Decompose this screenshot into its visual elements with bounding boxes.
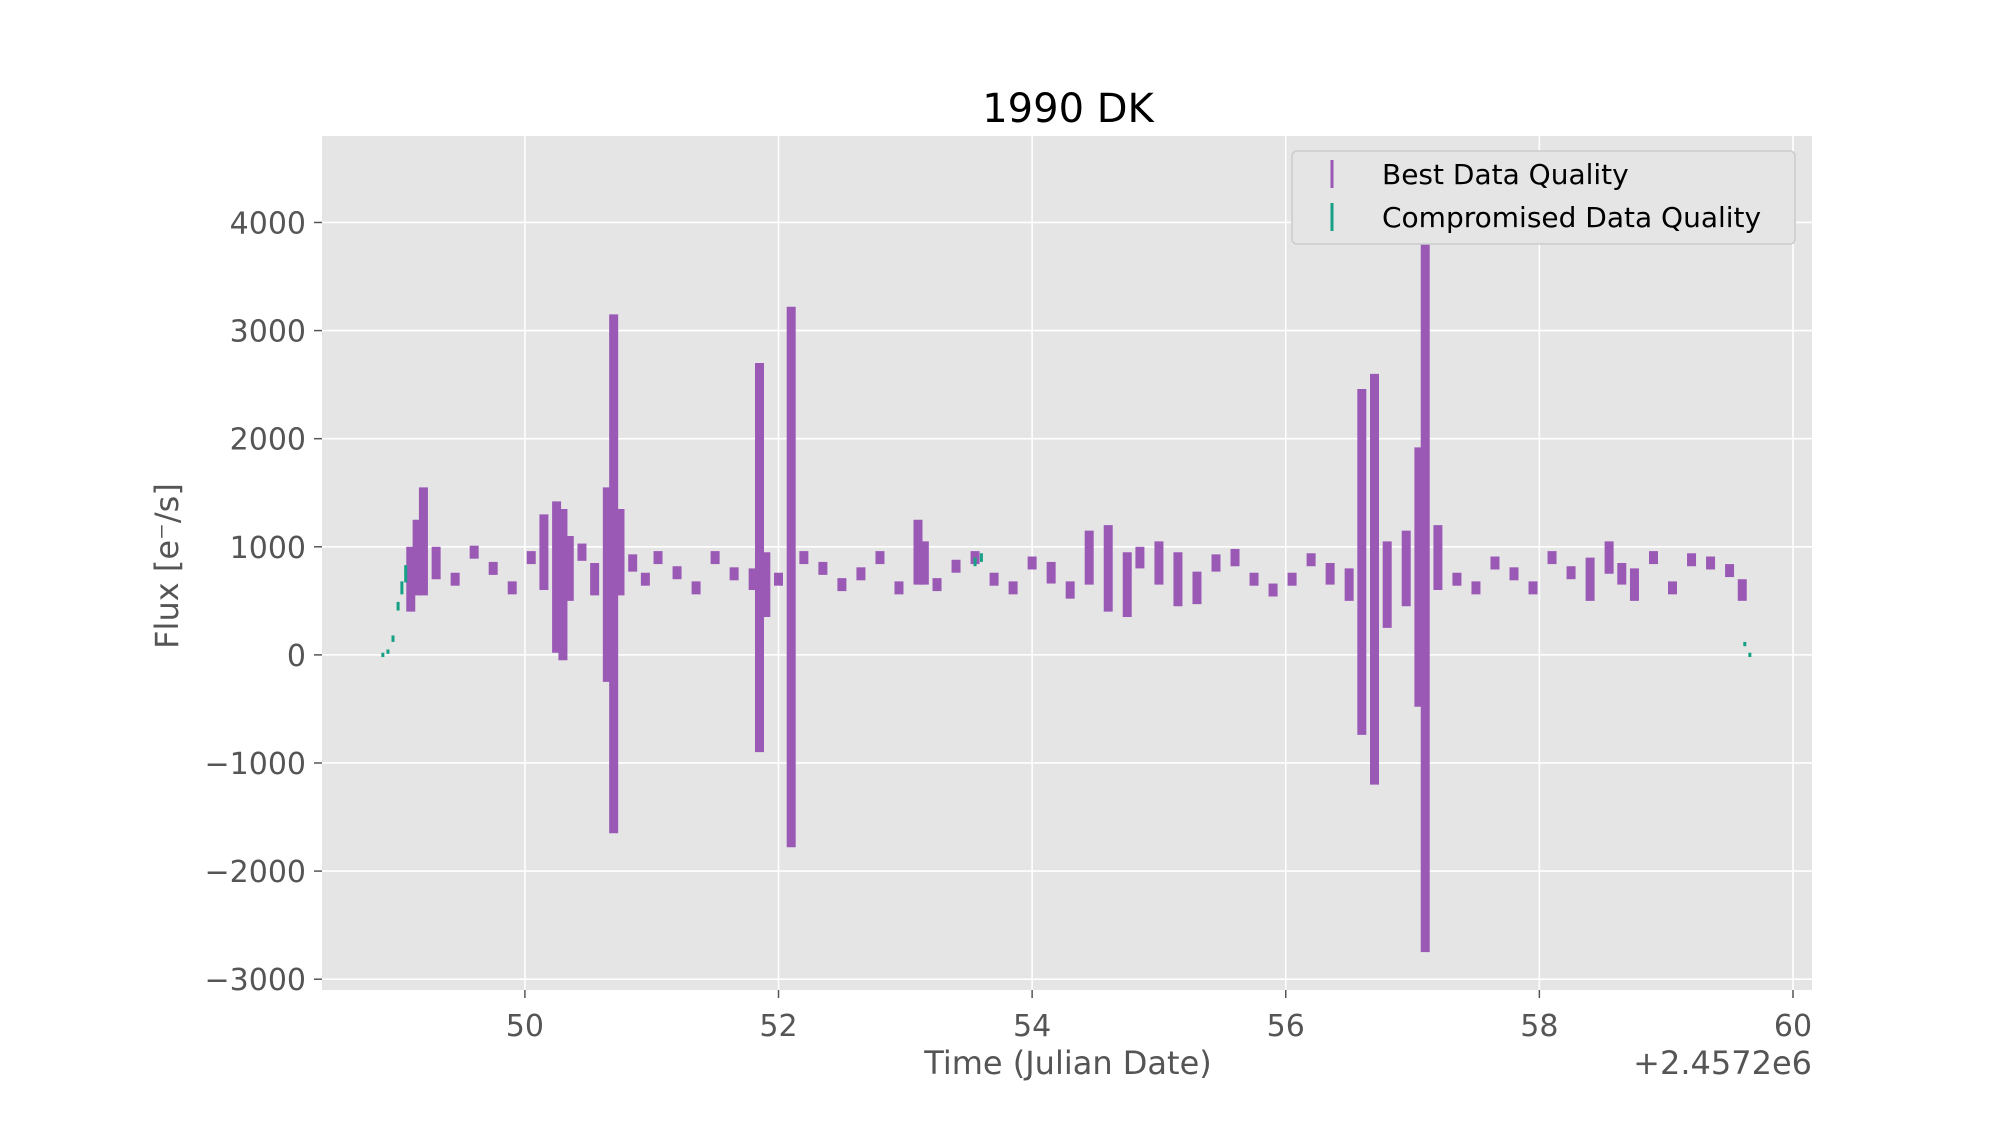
y-tick-label: −3000 — [205, 963, 306, 998]
x-tick-label: 58 — [1520, 1009, 1558, 1044]
legend: Best Data Quality Compromised Data Quali… — [1291, 150, 1796, 245]
x-tick-label: 60 — [1774, 1009, 1812, 1044]
y-tick-label: 3000 — [230, 315, 306, 350]
x-tick-label: 50 — [506, 1009, 544, 1044]
y-axis-ticks: −3000 −2000 −1000 0 1000 2000 3000 4000 — [205, 206, 322, 998]
y-tick-label: 1000 — [230, 531, 306, 566]
series-layer — [381, 195, 1752, 953]
y-tick-label: −1000 — [205, 747, 306, 782]
x-tick-label: 54 — [1013, 1009, 1051, 1044]
legend-label-compromised: Compromised Data Quality — [1382, 201, 1761, 234]
y-axis-label: Flux [e⁻/s] — [148, 483, 186, 649]
y-tick-label: −2000 — [205, 855, 306, 890]
x-tick-label: 56 — [1267, 1009, 1305, 1044]
x-axis-offset: +2.4572e6 — [1633, 1044, 1812, 1082]
legend-box — [1291, 150, 1796, 245]
series-compromised-data-quality — [381, 553, 1752, 658]
y-tick-label: 0 — [287, 639, 306, 674]
chart-title: 1990 DK — [982, 86, 1155, 132]
y-tick-label: 4000 — [230, 206, 306, 241]
x-axis-ticks: 50 52 54 56 58 60 — [506, 990, 1812, 1044]
y-tick-label: 2000 — [230, 423, 306, 458]
x-axis-label: Time (Julian Date) — [923, 1044, 1212, 1082]
series-best-data-quality — [406, 195, 1747, 953]
x-tick-label: 52 — [759, 1009, 797, 1044]
legend-label-best: Best Data Quality — [1382, 158, 1629, 191]
